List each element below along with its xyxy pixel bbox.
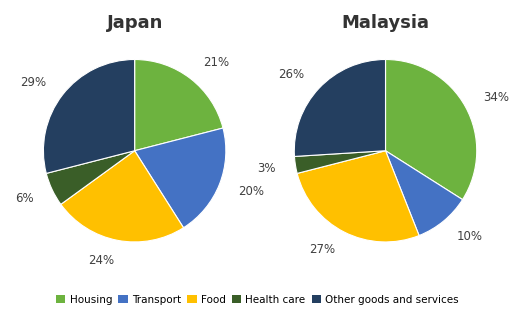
- Wedge shape: [43, 59, 134, 173]
- Wedge shape: [134, 128, 226, 228]
- Legend: Housing, Transport, Food, Health care, Other goods and services: Housing, Transport, Food, Health care, O…: [52, 290, 463, 309]
- Text: 21%: 21%: [203, 56, 229, 69]
- Text: 24%: 24%: [88, 253, 114, 267]
- Wedge shape: [61, 151, 183, 242]
- Wedge shape: [46, 151, 134, 204]
- Wedge shape: [386, 151, 462, 236]
- Text: 26%: 26%: [278, 68, 304, 81]
- Text: 10%: 10%: [456, 230, 483, 243]
- Title: Malaysia: Malaysia: [341, 14, 430, 32]
- Text: 34%: 34%: [483, 91, 509, 104]
- Text: 20%: 20%: [238, 185, 264, 198]
- Text: 3%: 3%: [257, 162, 276, 175]
- Wedge shape: [297, 151, 419, 242]
- Wedge shape: [386, 59, 477, 200]
- Title: Japan: Japan: [107, 14, 163, 32]
- Wedge shape: [134, 59, 223, 151]
- Wedge shape: [294, 59, 386, 156]
- Wedge shape: [295, 151, 386, 173]
- Text: 27%: 27%: [309, 243, 335, 257]
- Text: 6%: 6%: [15, 192, 34, 205]
- Text: 29%: 29%: [21, 76, 47, 89]
